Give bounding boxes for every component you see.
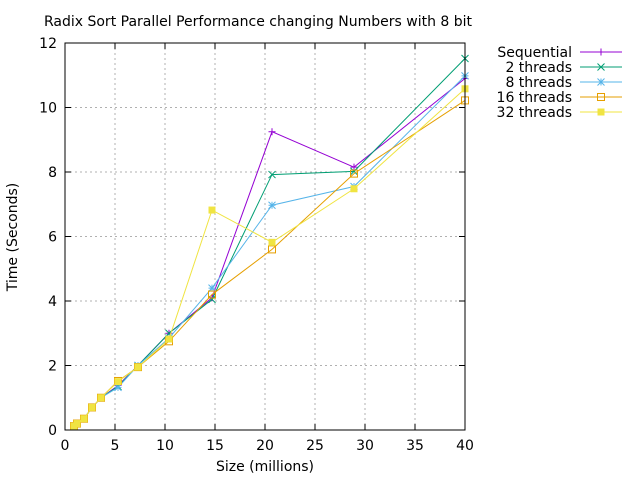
data-point [597,63,605,71]
legend-label: 2 threads [505,60,572,76]
data-point [597,78,605,86]
x-tick-label: 0 [61,438,70,454]
data-point [350,163,358,171]
axis-ticks: 0 5 10 15 20 25 30 35 40 0 2 4 6 8 10 12 [39,36,474,454]
y-tick-label: 12 [39,36,57,52]
data-point [268,170,276,179]
legend-label: 32 threads [497,105,572,121]
data-point [350,185,358,193]
data-point [597,93,605,101]
y-tick-label: 0 [48,423,57,439]
y-tick-label: 2 [48,359,57,375]
x-tick-label: 5 [111,438,120,454]
data-point [208,206,216,214]
data-point [73,420,81,428]
data-point [597,48,605,56]
y-tick-label: 4 [48,294,57,310]
data-point [80,415,88,423]
x-tick-label: 15 [206,438,224,454]
chart-title: Radix Sort Parallel Performance changing… [44,14,473,30]
series-16-threads [70,96,469,431]
data-point [165,335,173,343]
x-axis-label: Size (millions) [216,459,314,475]
data-point [268,201,276,210]
data-point [208,284,216,292]
grid-lines [65,43,465,430]
x-tick-label: 40 [456,438,474,454]
data-point [268,238,276,246]
data-point [350,169,358,178]
legend-label: Sequential [497,45,572,61]
x-tick-label: 10 [156,438,174,454]
legend-label: 8 threads [505,75,572,91]
x-tick-label: 35 [406,438,424,454]
series-sequential [70,74,469,430]
data-point [350,167,358,176]
data-point [597,108,605,116]
y-tick-label: 8 [48,165,57,181]
y-tick-label: 6 [48,230,57,246]
data-series [70,54,469,431]
series-32-threads [70,85,469,430]
y-tick-label: 10 [39,101,57,117]
data-point [268,128,276,136]
x-tick-label: 30 [356,438,374,454]
data-point [268,245,276,254]
y-axis-label: Time (Seconds) [5,183,21,292]
data-point [97,394,105,402]
data-point [88,403,96,411]
data-point [114,383,122,392]
series-line [73,99,466,427]
x-tick-label: 25 [306,438,324,454]
x-tick-label: 20 [256,438,274,454]
series-line [73,78,466,427]
plot-frame [64,42,466,431]
data-point [208,290,216,299]
data-point [134,363,142,371]
legend-label: 16 threads [497,90,572,106]
data-point [114,378,122,386]
